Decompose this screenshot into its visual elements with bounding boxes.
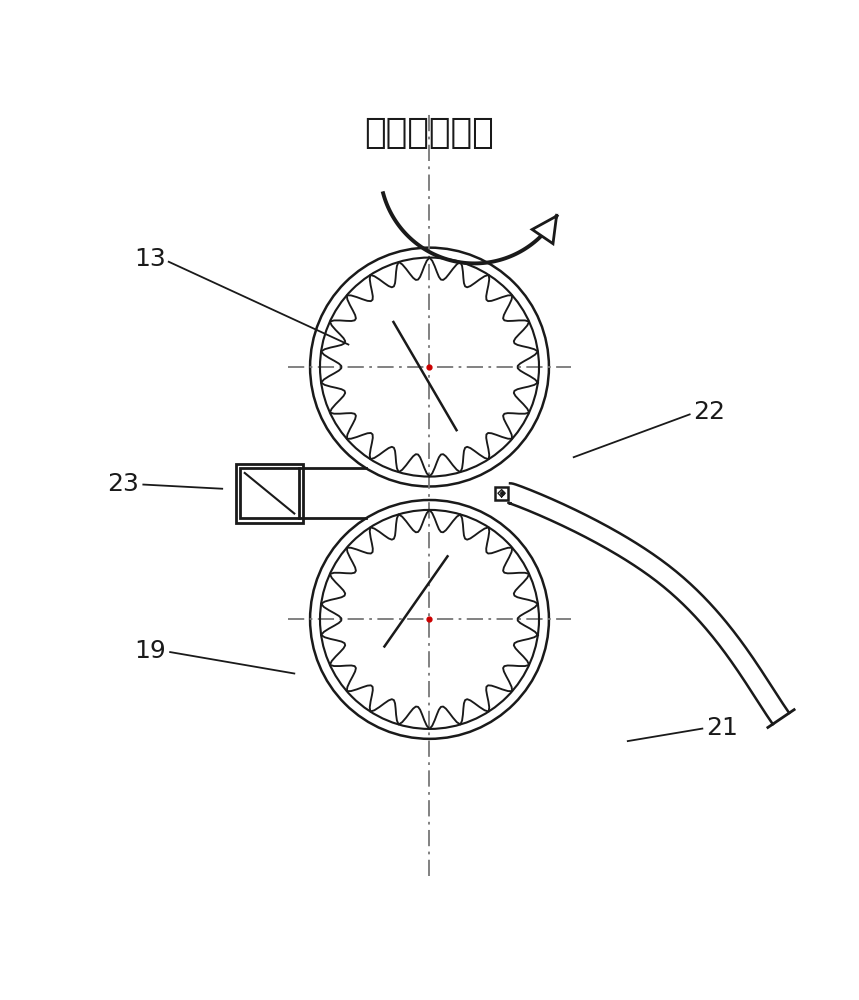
Polygon shape bbox=[532, 216, 557, 244]
Bar bbox=[496, 487, 508, 500]
Text: 齿轮旋转方向: 齿轮旋转方向 bbox=[364, 116, 495, 150]
Text: 19: 19 bbox=[134, 639, 166, 663]
Text: 13: 13 bbox=[134, 247, 166, 271]
Text: 22: 22 bbox=[693, 400, 725, 424]
Text: 21: 21 bbox=[706, 716, 739, 740]
Bar bbox=[241, 468, 299, 518]
Text: 23: 23 bbox=[107, 472, 139, 496]
Bar bbox=[235, 464, 303, 523]
